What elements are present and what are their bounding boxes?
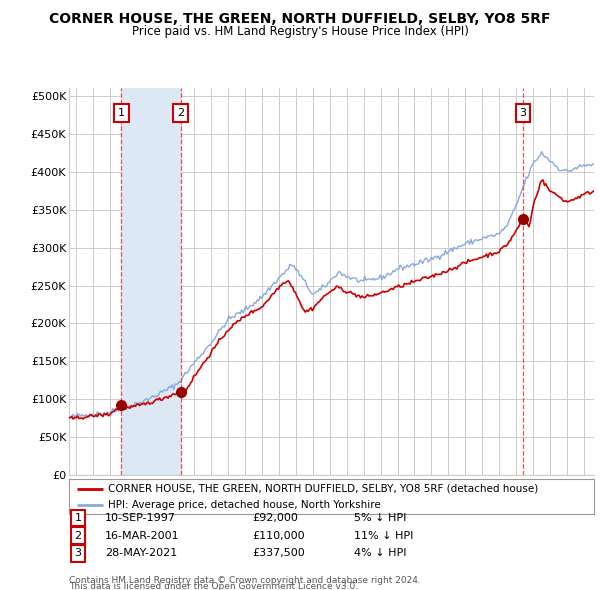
Text: Price paid vs. HM Land Registry's House Price Index (HPI): Price paid vs. HM Land Registry's House … — [131, 25, 469, 38]
Text: 2: 2 — [74, 531, 82, 540]
Text: 5% ↓ HPI: 5% ↓ HPI — [354, 513, 406, 523]
Text: Contains HM Land Registry data © Crown copyright and database right 2024.: Contains HM Land Registry data © Crown c… — [69, 576, 421, 585]
Text: £337,500: £337,500 — [252, 549, 305, 558]
Text: £110,000: £110,000 — [252, 531, 305, 540]
Text: CORNER HOUSE, THE GREEN, NORTH DUFFIELD, SELBY, YO8 5RF: CORNER HOUSE, THE GREEN, NORTH DUFFIELD,… — [49, 12, 551, 26]
Text: 3: 3 — [74, 549, 82, 558]
Text: 28-MAY-2021: 28-MAY-2021 — [105, 549, 177, 558]
Text: This data is licensed under the Open Government Licence v3.0.: This data is licensed under the Open Gov… — [69, 582, 358, 590]
Text: 1: 1 — [118, 108, 125, 118]
Text: 3: 3 — [520, 108, 527, 118]
Text: 1: 1 — [74, 513, 82, 523]
Text: 10-SEP-1997: 10-SEP-1997 — [105, 513, 176, 523]
Text: HPI: Average price, detached house, North Yorkshire: HPI: Average price, detached house, Nort… — [109, 500, 381, 510]
Text: 11% ↓ HPI: 11% ↓ HPI — [354, 531, 413, 540]
Text: CORNER HOUSE, THE GREEN, NORTH DUFFIELD, SELBY, YO8 5RF (detached house): CORNER HOUSE, THE GREEN, NORTH DUFFIELD,… — [109, 484, 539, 494]
Bar — [121, 88, 181, 475]
Text: 2: 2 — [178, 108, 185, 118]
Text: £92,000: £92,000 — [252, 513, 298, 523]
Text: 4% ↓ HPI: 4% ↓ HPI — [354, 549, 407, 558]
Text: 16-MAR-2001: 16-MAR-2001 — [105, 531, 179, 540]
